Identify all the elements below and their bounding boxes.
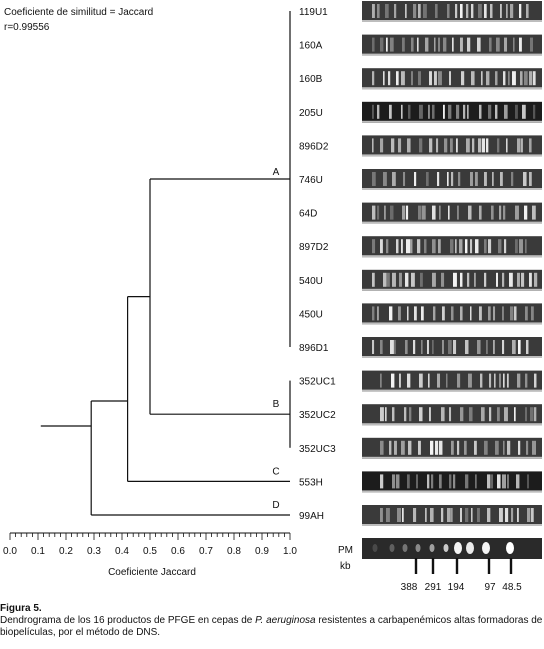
axis-tick-label: 0.7 — [199, 546, 213, 557]
marker-band — [389, 544, 395, 552]
axis-tick-label: 0.4 — [115, 546, 129, 557]
marker-band — [372, 544, 378, 552]
marker-size-label: 194 — [448, 582, 465, 593]
isolate-label: 160B — [299, 74, 323, 85]
isolate-label: 896D1 — [299, 343, 329, 354]
isolate-labels: 119U1 160A 160B 205U 896D2 746U 64D 897D2 540U 45… — [299, 7, 336, 522]
gel-lane — [362, 34, 542, 56]
cluster-labels: A B C D — [272, 167, 279, 511]
marker-band — [506, 542, 514, 554]
pfge-gel-lanes — [362, 1, 542, 526]
isolate-label: 119U1 — [299, 7, 328, 18]
gel-lane — [362, 169, 542, 190]
isolate-label: 99AH — [299, 511, 324, 522]
isolate-label: 352UC1 — [299, 377, 336, 388]
cluster-label: A — [273, 167, 280, 178]
marker-kb-label: kb — [340, 561, 351, 572]
marker-band — [466, 542, 474, 554]
gel-lane — [362, 1, 542, 22]
marker-band — [454, 542, 462, 554]
isolate-label: 352UC2 — [299, 410, 336, 421]
marker-size-label: 48.5 — [502, 582, 522, 593]
isolate-label: 897D2 — [299, 242, 329, 253]
gel-lane — [362, 202, 542, 224]
cluster-label: D — [272, 500, 279, 511]
gel-lane — [362, 437, 542, 459]
isolate-label: 896D2 — [299, 141, 329, 152]
caption-species: P. aeruginosa — [255, 615, 316, 626]
figure-caption: Figura 5. Dendrograma de los 16 producto… — [0, 603, 544, 639]
caption-text-end: resistentes a carbapenémicos altas forma… — [0, 615, 543, 638]
similarity-axis: 0.0 0.1 0.2 0.3 0.4 0.5 0.6 0.7 0.8 0.9 1.0 — [3, 532, 297, 557]
axis-tick-label: 0.9 — [255, 546, 269, 557]
caption-title: Figura 5. — [0, 603, 42, 614]
gel-lane — [362, 135, 542, 157]
axis-tick-label: 0.5 — [143, 546, 157, 557]
cluster-label: B — [273, 399, 280, 410]
gel-lane — [362, 471, 542, 493]
gel-lane — [362, 303, 542, 325]
marker-band — [402, 544, 408, 552]
molecular-weight-marker: 388 291 194 97 48.5 — [362, 538, 542, 593]
isolate-label: 746U — [299, 175, 323, 186]
cluster-label: C — [272, 466, 279, 477]
marker-lane — [362, 538, 542, 559]
similarity-coefficient-label: Coeficiente de similitud = Jaccard — [4, 7, 153, 18]
gel-lane — [362, 404, 542, 426]
marker-band — [443, 544, 449, 552]
isolate-label: 553H — [299, 477, 323, 488]
axis-title: Coeficiente Jaccard — [108, 567, 196, 578]
marker-pm-label: PM — [338, 545, 353, 556]
dendrogram-tree — [40, 11, 291, 516]
marker-size-label: 388 — [401, 582, 418, 593]
gel-lane — [362, 370, 542, 392]
isolate-label: 540U — [299, 276, 323, 287]
caption-text-start: Dendrograma de los 16 productos de PFGE … — [0, 615, 256, 626]
marker-band — [482, 542, 490, 554]
gel-lane — [362, 236, 542, 258]
axis-tick-label: 0.3 — [87, 546, 101, 557]
isolate-label: 205U — [299, 108, 323, 119]
gel-lane — [362, 269, 542, 291]
isolate-label: 352UC3 — [299, 444, 336, 455]
gel-lane — [362, 68, 542, 90]
gel-lane — [362, 101, 542, 123]
axis-tick-label: 0.2 — [59, 546, 73, 557]
isolate-label: 160A — [299, 41, 323, 52]
isolate-label: 64D — [299, 209, 317, 220]
axis-tick-label: 0.6 — [171, 546, 185, 557]
gel-lane — [362, 337, 542, 358]
axis-tick-label: 0.0 — [3, 546, 17, 557]
isolate-label: 450U — [299, 309, 323, 320]
gel-lane — [362, 505, 542, 526]
axis-tick-label: 0.1 — [31, 546, 45, 557]
marker-band — [429, 544, 435, 552]
caption-text: Dendrograma de los 16 productos de PFGE … — [0, 615, 544, 639]
marker-size-label: 97 — [484, 582, 496, 593]
marker-band — [415, 544, 421, 552]
axis-tick-label: 1.0 — [283, 546, 297, 557]
axis-tick-label: 0.8 — [227, 546, 241, 557]
marker-size-label: 291 — [425, 582, 442, 593]
correlation-label: r=0.99556 — [4, 22, 50, 33]
